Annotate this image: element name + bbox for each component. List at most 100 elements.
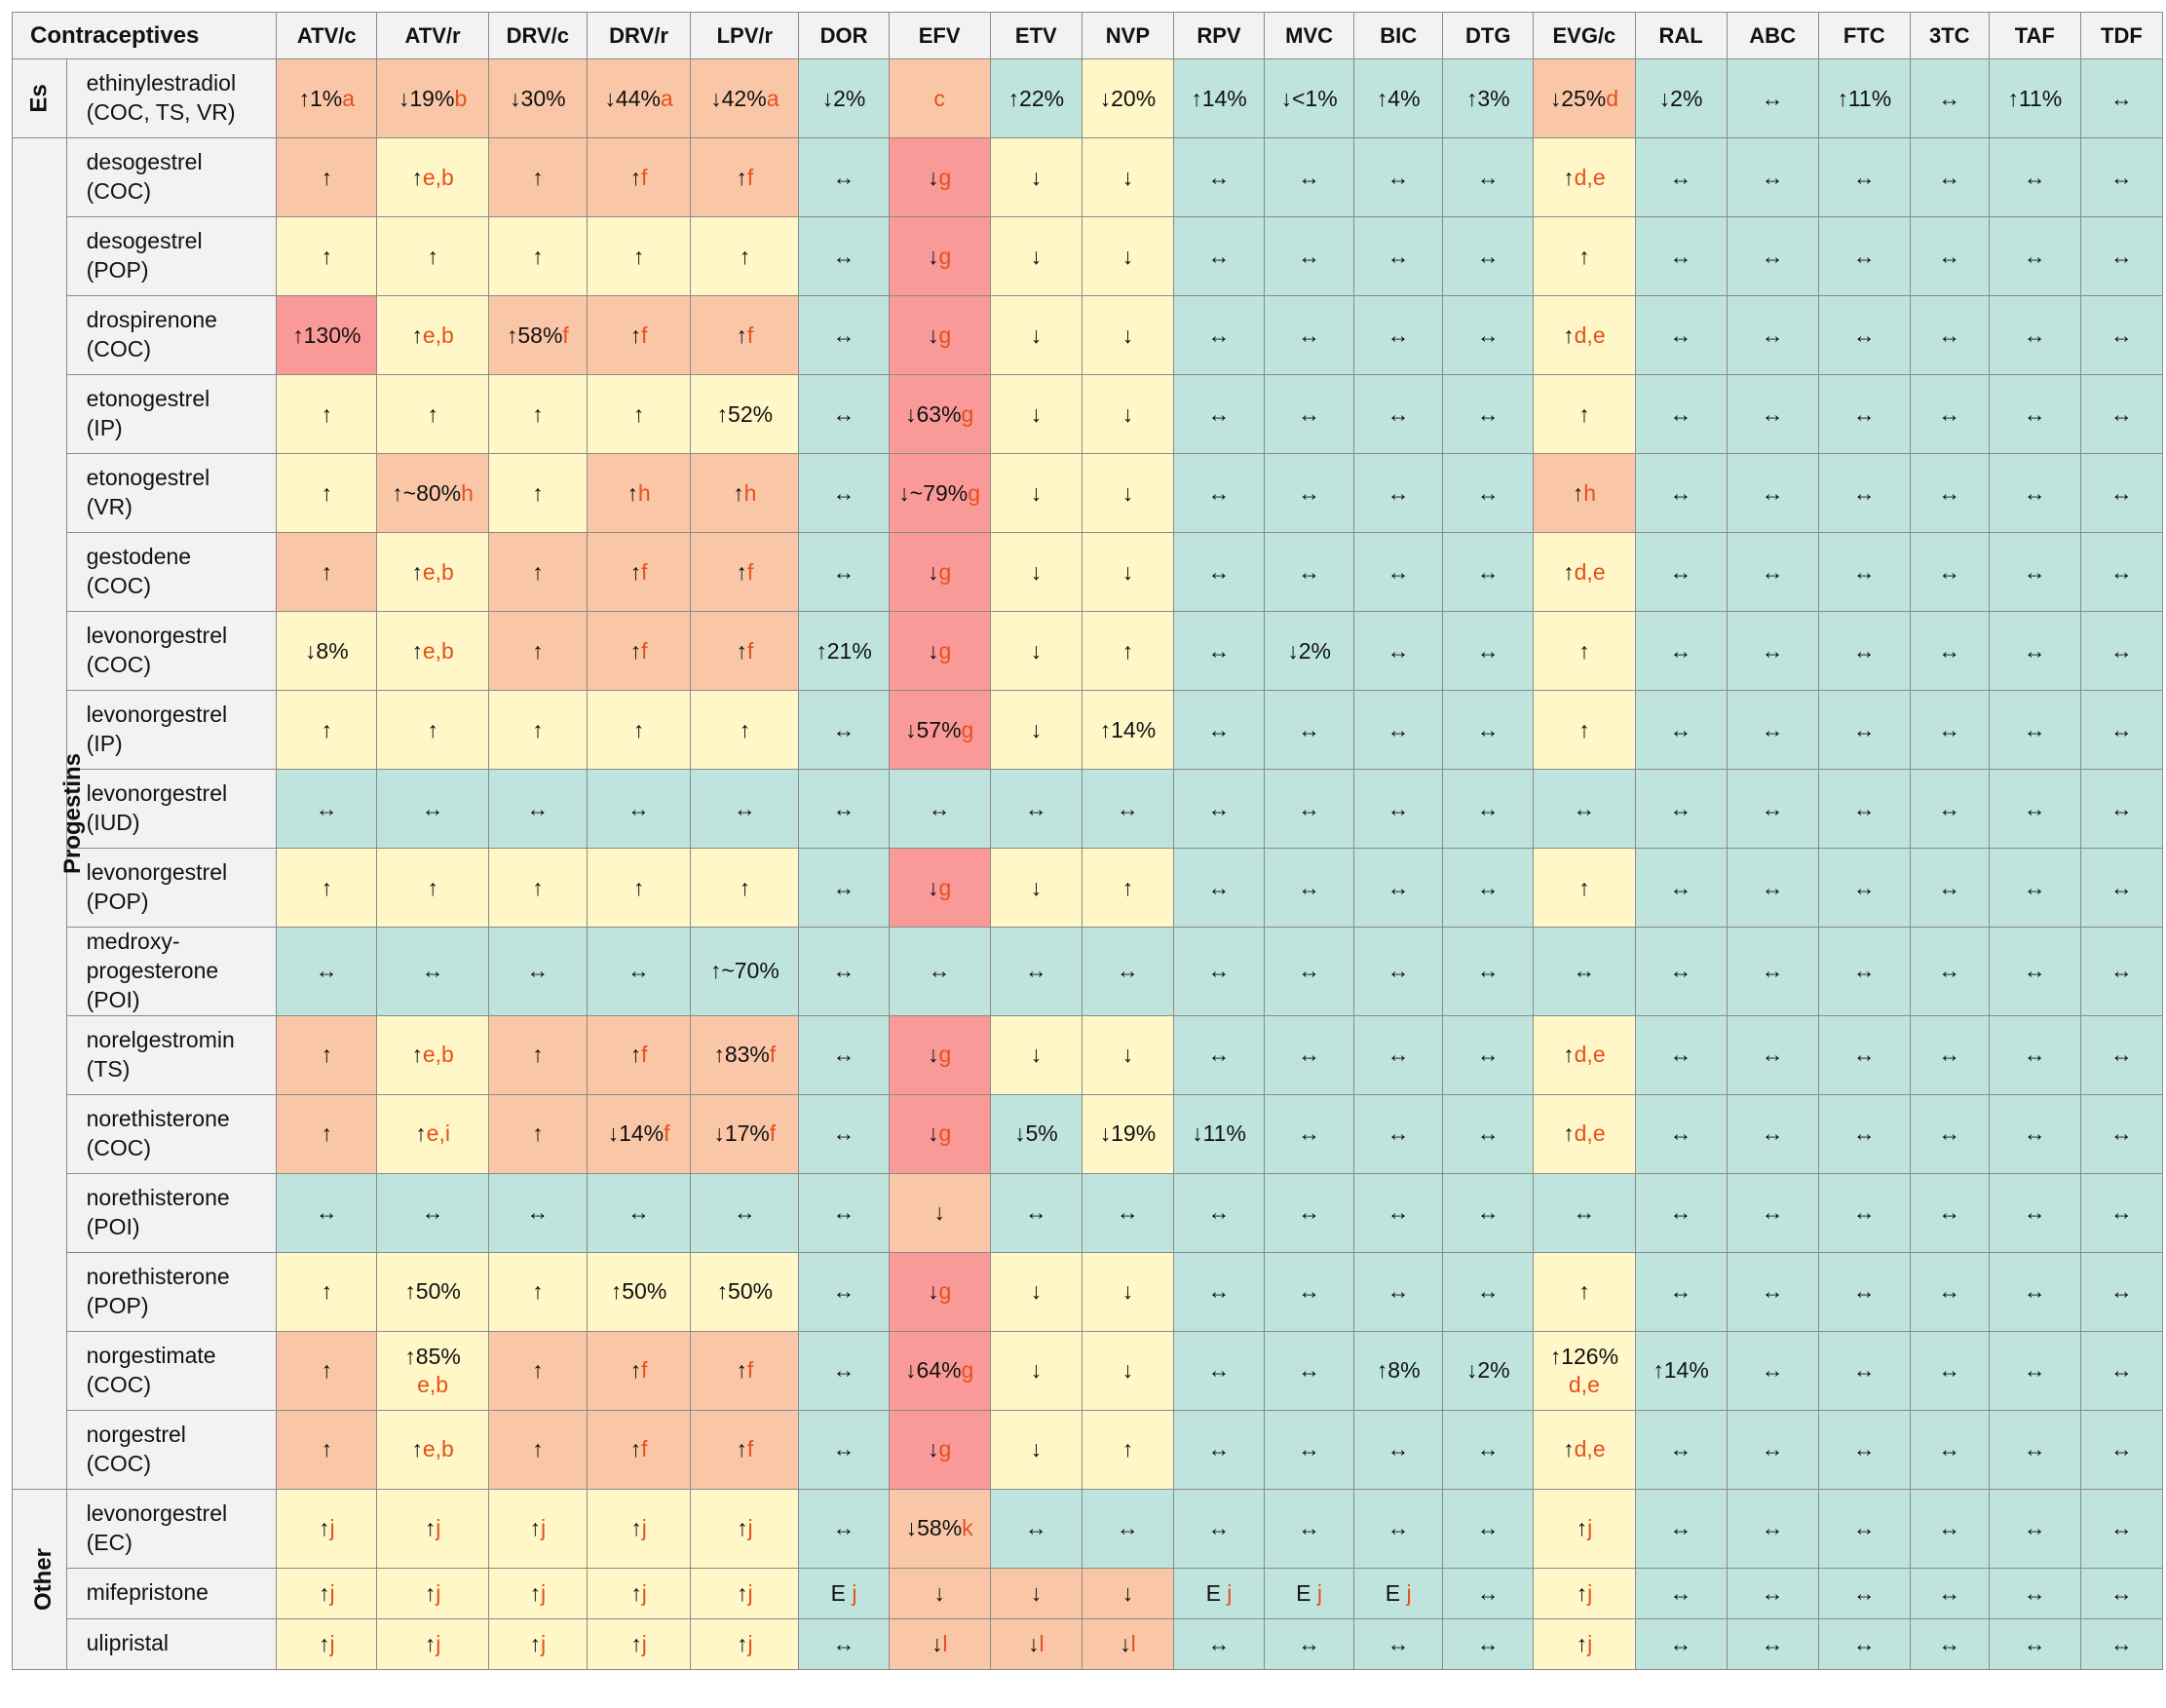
interaction-value: ↔	[2109, 400, 2133, 427]
interaction-cell: ↑	[276, 848, 378, 928]
interaction-cell: ↑50%	[586, 1251, 692, 1332]
interaction-cell: ↔	[1533, 769, 1636, 849]
footnote-marker: j	[747, 1515, 753, 1541]
interaction-value: ↔	[2109, 874, 2133, 900]
interaction-cell: ↔	[1817, 1014, 1911, 1095]
interaction-value: ↔	[421, 795, 444, 821]
footnote-marker: j	[747, 1579, 753, 1606]
interaction-value: ↓	[931, 1630, 943, 1656]
interaction-value: ↔	[928, 958, 951, 984]
interaction-value: ↓14%	[607, 1120, 665, 1147]
interaction-cell: ↑~80%h	[376, 453, 489, 533]
interaction-cell: ↔	[798, 769, 890, 849]
drug-route: (COC)	[86, 1450, 152, 1476]
interaction-value: ↑	[1578, 1278, 1590, 1305]
interaction-value: ↔	[1761, 1278, 1784, 1305]
interaction-cell: ↑f	[690, 1330, 800, 1411]
interaction-cell: ↔	[2079, 690, 2164, 770]
interaction-value: ↑	[424, 1515, 437, 1541]
interaction-value: ↔	[1476, 1436, 1500, 1462]
interaction-cell: ↔	[798, 1330, 890, 1411]
interaction-value: ↔	[832, 164, 855, 190]
column-header: ATV/r	[376, 12, 489, 59]
interaction-value: ↑	[532, 243, 544, 269]
interaction-value: ↔	[1852, 1357, 1876, 1384]
interaction-cell: ↑	[487, 1409, 588, 1490]
interaction-cell: ↔	[586, 769, 692, 849]
interaction-value: ↔	[1669, 637, 1692, 664]
interaction-value: ↔	[1298, 1278, 1321, 1305]
interaction-value: ↔	[1761, 1357, 1784, 1384]
interaction-value: ↑130%	[292, 322, 361, 348]
interaction-cell: ↔	[1726, 453, 1819, 533]
footnote-marker: f	[641, 637, 648, 664]
interaction-value: ↑	[632, 400, 645, 427]
interaction-cell: ↓63%g	[888, 374, 991, 454]
interaction-value: ↑	[1563, 164, 1575, 190]
drug-route: (EC)	[86, 1529, 133, 1555]
interaction-value: ↔	[1207, 400, 1231, 427]
interaction-value: ↑14%	[1653, 1357, 1709, 1384]
column-header: DOR	[798, 12, 890, 59]
drug-route: (COC)	[86, 652, 152, 677]
interaction-cell: ↑f	[586, 1409, 692, 1490]
interaction-cell: ↑8%	[1353, 1330, 1444, 1411]
interaction-value: ↔	[1387, 1120, 1410, 1147]
drug-route: (POI)	[86, 986, 140, 1012]
column-header: EVG/c	[1533, 12, 1636, 59]
table-row: gestodene (COC) ↑ ↑e,b ↑ ↑f ↑f ↔ ↓g ↓ ↓ ↔ ↔ ↔ ↔ ↑d,e ↔ ↔ ↔…	[13, 532, 2164, 612]
interaction-cell: ↑	[276, 137, 378, 217]
interaction-value: ↓	[1030, 479, 1043, 506]
interaction-cell: ↓	[989, 137, 1083, 217]
interaction-value: ↔	[1207, 716, 1231, 742]
interaction-cell: ↑e,b	[376, 532, 489, 612]
interaction-cell: ↔	[1353, 1488, 1444, 1569]
interaction-cell: ↑f	[690, 295, 800, 375]
interaction-cell: ↔	[487, 927, 588, 1016]
interaction-cell: ↔	[1988, 374, 2081, 454]
interaction-value: ↔	[1298, 1357, 1321, 1384]
interaction-value: ↔	[1669, 164, 1692, 190]
interaction-cell: ↑j	[1533, 1567, 1636, 1619]
footnote-marker: g	[961, 400, 974, 427]
interaction-value: ↓	[928, 322, 939, 348]
footnote-marker: g	[961, 1357, 974, 1384]
interaction-value: ↑	[627, 479, 638, 506]
interaction-value: ↔	[1852, 716, 1876, 742]
interaction-cell: ↔	[376, 927, 489, 1016]
interaction-cell: ↑11%	[1988, 58, 2081, 138]
interaction-cell: ↓g	[888, 1093, 991, 1174]
interaction-value: ↔	[1298, 400, 1321, 427]
interaction-value: ↑50%	[404, 1278, 461, 1305]
interaction-value: ↔	[1298, 958, 1321, 984]
footnote-marker: f	[641, 1436, 648, 1462]
interaction-cell: ↑	[487, 216, 588, 296]
footnote-marker: j	[641, 1515, 647, 1541]
drug-name-cell: ethinylestradiol (COC, TS, VR)	[65, 58, 278, 138]
interaction-cell: ↔	[1817, 1488, 1911, 1569]
footnote-marker: f	[641, 558, 648, 585]
interaction-value: ↑	[532, 1278, 544, 1305]
interaction-cell: ↑j	[376, 1488, 489, 1569]
drug-name-cell: norgestimate (COC)	[65, 1330, 278, 1411]
interaction-value: ↔	[1669, 479, 1692, 506]
interaction-value: ↔	[1207, 795, 1231, 821]
group-label-text: Es	[25, 84, 53, 113]
interaction-value: ↔	[1207, 1357, 1231, 1384]
interaction-value: ↓	[1030, 716, 1043, 742]
drug-name-cell: norethisterone (POP)	[65, 1251, 278, 1332]
interaction-cell: ↔	[2079, 1567, 2164, 1619]
interaction-value: ↑	[321, 1278, 333, 1305]
interaction-value: ↑58%	[506, 322, 563, 348]
interaction-value: ↑	[532, 1042, 544, 1068]
interaction-value: ↔	[1852, 637, 1876, 664]
interaction-table-container: Contraceptives ATV/c ATV/r DRV/c DRV/r LPV/r…	[11, 12, 2164, 1670]
interaction-cell: ↓	[1081, 295, 1174, 375]
interaction-cell: ↔	[1817, 374, 1911, 454]
interaction-value: ↔	[1669, 243, 1692, 269]
drug-route: (COC)	[86, 178, 152, 204]
interaction-value: ↑	[411, 322, 423, 348]
interaction-value: ↓	[928, 637, 939, 664]
interaction-cell: ↑e,b	[376, 295, 489, 375]
interaction-cell: ↔	[1353, 1172, 1444, 1253]
